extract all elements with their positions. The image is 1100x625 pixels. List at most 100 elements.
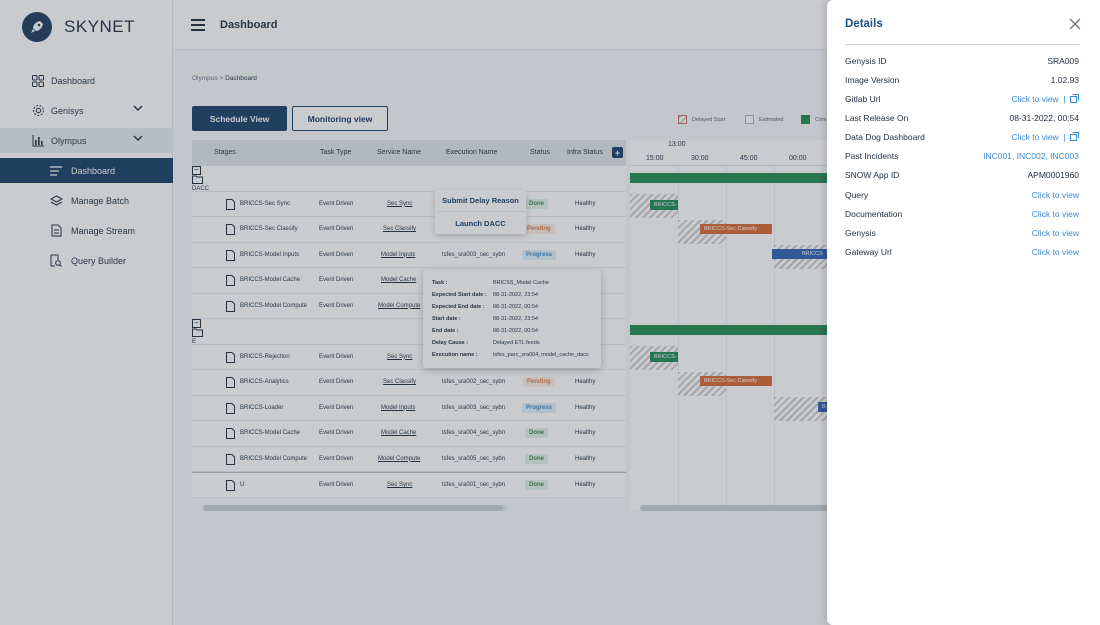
chevron-down-icon[interactable]	[133, 104, 143, 114]
execution-name: tsfes_sra005_sec_sybn	[442, 455, 506, 462]
tooltip-row: Expected End date : 08-31-2022, 00:54	[432, 304, 597, 314]
service-link[interactable]: Sec Classify	[383, 226, 417, 232]
task-type: Event Driven	[319, 430, 354, 436]
estimated-swatch	[745, 115, 754, 124]
detail-key: Documentation	[845, 209, 903, 219]
detail-row-last-release: Last Release On 08-31-2022, 00:54	[845, 113, 1079, 125]
service-link[interactable]: Model Cache	[381, 430, 417, 436]
tooltip-row: Start date : 08-31-2022, 23:54	[432, 316, 597, 326]
breadcrumb: Olympus > Dashboard	[192, 75, 257, 82]
infra-status: Healthy	[575, 226, 596, 232]
table-row[interactable]: BRICCS-Analytics Event Driven Sec Classi…	[192, 370, 626, 396]
detail-row-gitlab-url: Gitlab Url Click to view |	[845, 94, 1079, 106]
tooltip-key: Expected Start date :	[432, 292, 487, 298]
infra-status: Healthy	[575, 200, 596, 207]
copy-icon[interactable]	[1070, 132, 1079, 143]
click-to-view-link[interactable]: Click to view	[1031, 209, 1079, 219]
detail-row-genysis-id: Genysis ID SRA009	[845, 56, 1079, 68]
timeline-scrollbar-thumb[interactable]	[640, 505, 830, 511]
task-type: Event Driven	[319, 353, 354, 360]
timeline-bar[interactable]: B	[818, 402, 830, 412]
service-link[interactable]: Sec Sync	[387, 200, 413, 207]
click-to-view-link[interactable]: Click to view	[1031, 247, 1079, 257]
delayed-swatch	[678, 115, 687, 124]
table-row[interactable]: BRICCS-Sec Sync Event Driven Sec Sync Do…	[192, 191, 626, 217]
chevron-down-icon[interactable]	[133, 134, 143, 144]
timeline-bar[interactable]: BRICCS-	[650, 200, 678, 210]
monitoring-view-button[interactable]: Monitoring view	[292, 106, 388, 131]
detail-key: Past Incidents	[845, 151, 899, 161]
service-link[interactable]: Model Compute	[378, 302, 421, 309]
timeline-tick: 00:00	[789, 155, 807, 162]
incidents-link[interactable]: INC001, INC002, INC003	[983, 151, 1079, 161]
table-row[interactable]: BRICCS-Model Inputs Event Driven Model I…	[192, 242, 626, 268]
divider	[845, 44, 1079, 45]
submit-delay-reason-menu-item[interactable]: Submit Delay Reason	[435, 190, 526, 212]
timeline-bar[interactable]: BRICCS	[772, 249, 830, 259]
collapse-icon[interactable]: −	[192, 319, 201, 328]
table-row[interactable]: BRICCS-Loader Event Driven Model Inputs …	[192, 395, 626, 421]
group-bar-e[interactable]	[630, 325, 830, 335]
service-link[interactable]: Model Inputs	[381, 251, 416, 258]
copy-icon[interactable]	[1070, 94, 1079, 105]
table-scrollbar-thumb[interactable]	[203, 505, 503, 511]
timeline-bar[interactable]: BRICCS-	[650, 352, 678, 362]
click-to-view-link[interactable]: Click to view	[1031, 190, 1079, 200]
table-scrollbar[interactable]	[203, 505, 508, 511]
tooltip-row: Delay Cause : Delayed ETL feeds	[432, 340, 597, 350]
legend-label: Estimated	[759, 116, 784, 123]
details-panel: Details Genysis ID SRA009 Image Version …	[827, 0, 1100, 625]
sidebar-subitem-manage-stream[interactable]: Manage Stream	[0, 218, 173, 243]
close-icon[interactable]	[1069, 17, 1081, 30]
click-to-view-link[interactable]: Click to view	[1011, 132, 1059, 142]
stage-name: BRICCS-Model Compute	[240, 455, 308, 462]
service-link[interactable]: Sec Classify	[383, 379, 417, 385]
file-icon	[226, 224, 235, 237]
menu-icon[interactable]	[191, 18, 205, 31]
launch-dacc-menu-item[interactable]: Launch DACC	[455, 218, 506, 228]
service-link[interactable]: Sec Sync	[387, 482, 413, 488]
sidebar-subitem-manage-batch[interactable]: Manage Batch	[0, 188, 173, 213]
service-link[interactable]: Sec Sync	[387, 353, 413, 360]
detail-row-past-incidents: Past Incidents INC001, INC002, INC003	[845, 151, 1079, 163]
sidebar-item-olympus[interactable]: Olympus	[0, 128, 173, 153]
service-link[interactable]: Model Compute	[378, 455, 421, 462]
click-to-view-link[interactable]: Click to view	[1011, 94, 1059, 104]
timeline-bar[interactable]: BRICCS-Sec Classify	[700, 376, 772, 386]
service-link[interactable]: Model Inputs	[381, 404, 416, 411]
add-column-icon[interactable]: +	[612, 147, 623, 158]
timeline-bar[interactable]: BRICCS-Sec Classify	[700, 224, 772, 234]
detail-row-query: Query Click to view	[845, 190, 1079, 202]
tooltip-value: 08-31-2022, 23:54	[493, 292, 538, 298]
detail-key: Image Version	[845, 75, 900, 85]
group-bar-dacc[interactable]	[630, 173, 830, 183]
schedule-view-button[interactable]: Schedule View	[192, 106, 287, 131]
detail-link-row: Click to view |	[1011, 132, 1079, 143]
click-to-view-link[interactable]: Click to view	[1031, 228, 1079, 238]
col-header-infra: Infra Status	[567, 149, 603, 156]
collapse-icon[interactable]: −	[192, 166, 201, 175]
table-row[interactable]: U Event Driven Sec Sync tsfes_sra001_sec…	[192, 472, 626, 498]
task-type: Event Driven	[319, 379, 354, 385]
sidebar-item-dashboard[interactable]: Dashboard	[0, 68, 173, 93]
stage-name: BRICCS-Model Compute	[240, 302, 308, 309]
table-row[interactable]: BRICCS-Sec Classify Event Driven Sec Cla…	[192, 217, 626, 243]
group-name: DACC	[192, 186, 210, 192]
stage-name: BRICCS-Analytics	[240, 379, 289, 385]
sidebar-subitem-dashboard[interactable]: Dashboard	[0, 158, 173, 183]
file-icon	[226, 249, 235, 263]
gridline	[678, 166, 679, 510]
tooltip-value: tsfes_parc_sra004_model_cache_dacc	[493, 352, 589, 358]
breadcrumb-root[interactable]: Olympus	[192, 75, 218, 82]
group-row[interactable]: − DACC	[192, 166, 626, 192]
service-link[interactable]: Model Cache	[381, 277, 417, 283]
sidebar-item-genisys[interactable]: Genisys	[0, 98, 173, 123]
detail-row-snow-app-id: SNOW App ID APM0001960	[845, 170, 1079, 182]
page-title: Dashboard	[220, 18, 278, 31]
table-row[interactable]: BRICCS-Model Compute Event Driven Model …	[192, 446, 626, 472]
timeline-scrollbar[interactable]	[640, 505, 830, 511]
detail-value: 1.02.93	[1050, 75, 1079, 85]
table-row[interactable]: BRICCS-Model Cache Event Driven Model Ca…	[192, 421, 626, 447]
sidebar-subitem-query-builder[interactable]: Query Builder	[0, 248, 173, 273]
context-menu: Submit Delay Reason Launch DACC	[435, 190, 526, 234]
